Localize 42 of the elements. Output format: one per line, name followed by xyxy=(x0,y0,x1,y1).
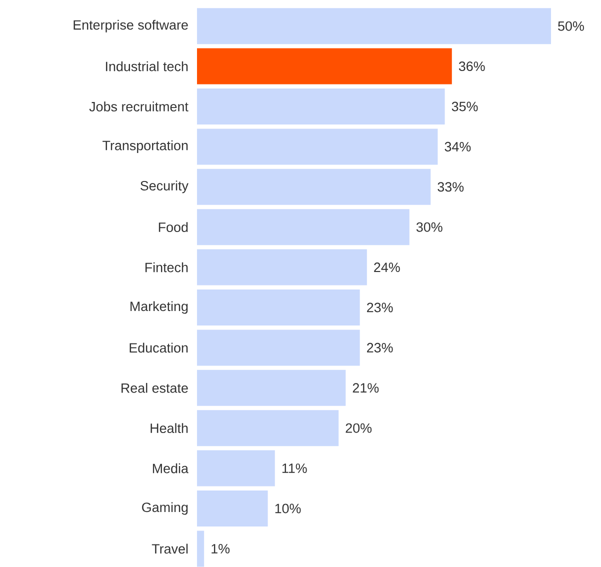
bar xyxy=(197,289,360,326)
data-label: 35% xyxy=(452,102,478,112)
bar xyxy=(197,168,431,205)
y-tick-label: Marketing xyxy=(130,301,188,314)
data-label: 23% xyxy=(367,302,393,312)
bar xyxy=(197,8,551,44)
y-tick-label: Transportation xyxy=(102,140,188,153)
data-label: 10% xyxy=(275,504,301,514)
y-tick-label: Security xyxy=(140,180,188,194)
data-label: 50% xyxy=(558,21,584,31)
data-label: 30% xyxy=(416,222,442,232)
bar xyxy=(197,370,346,406)
y-tick-label: Real estate xyxy=(122,382,188,393)
y-tick-label: Fintech xyxy=(145,262,188,272)
y-tick-label: Jobs recruitment xyxy=(89,102,188,112)
data-label: 1% xyxy=(212,544,230,554)
bar xyxy=(197,450,275,486)
data-label: 36% xyxy=(458,62,485,72)
y-tick-label: Travel xyxy=(152,544,188,554)
bar xyxy=(197,490,268,526)
data-label: 34% xyxy=(444,142,471,152)
data-label: 23% xyxy=(367,342,393,352)
data-label: 20% xyxy=(346,423,372,433)
data-label: 24% xyxy=(374,262,400,272)
bar xyxy=(197,530,204,567)
y-tick-label: Media xyxy=(152,463,188,474)
y-tick-label: Enterprise software xyxy=(74,20,188,32)
bar xyxy=(197,128,438,165)
data-label: 33% xyxy=(438,182,464,192)
bar xyxy=(197,88,445,124)
bar xyxy=(197,249,367,286)
y-tick-label: Food xyxy=(158,222,188,232)
data-label: 11% xyxy=(282,464,307,473)
bar xyxy=(197,209,410,246)
bar xyxy=(197,48,452,84)
bar xyxy=(197,330,360,366)
bar xyxy=(197,410,339,446)
y-tick-label: Industrial tech xyxy=(106,61,188,72)
y-tick-label: Education xyxy=(130,342,188,353)
y-tick-label: Health xyxy=(150,423,188,434)
data-label: 21% xyxy=(352,383,379,393)
y-tick-label: Gaming xyxy=(142,502,188,515)
